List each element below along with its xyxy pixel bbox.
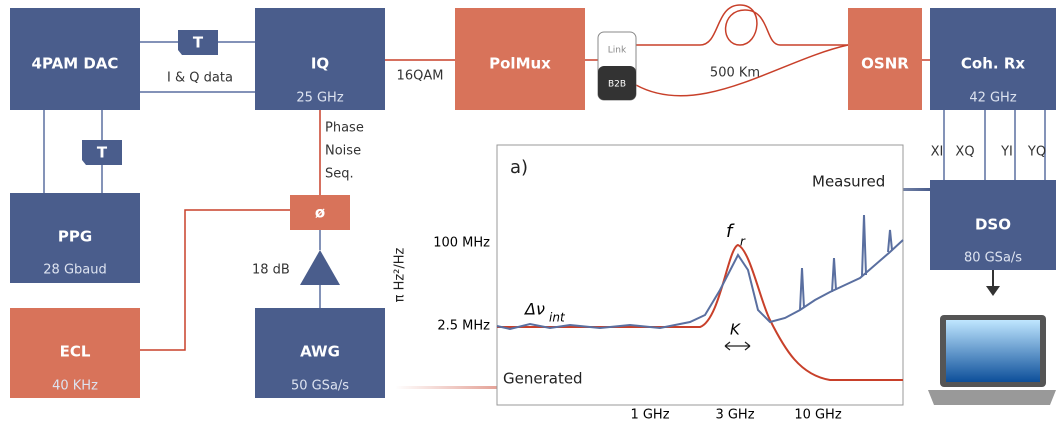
block-label: OSNR (861, 55, 909, 73)
switch-label: B2B (608, 80, 626, 90)
switch-label: Link (608, 46, 627, 56)
y-tick-label: 2.5 MHz (437, 319, 490, 334)
block-label: IQ (311, 55, 329, 73)
block-label: DSO (975, 216, 1011, 234)
blocks: 4PAM DAC IQ 25 GHz PolMux OSNR Coh. Rx 42 … (10, 8, 1056, 405)
plot: a) π Hz²/Hz 100 MHz 2.5 MHz 1 GHz 3 GHz … (393, 144, 904, 423)
block-sub: 42 GHz (969, 91, 1017, 106)
x-tick-label: 1 GHz (630, 408, 669, 423)
label: I & Q data (167, 71, 233, 86)
label: YQ (1027, 145, 1046, 160)
label: Noise (325, 144, 361, 159)
label: XI (931, 145, 944, 160)
block-sub: 50 GSa/s (291, 379, 349, 394)
x-tick-label: 10 GHz (794, 408, 842, 423)
block-label: AWG (300, 343, 340, 361)
block-label: PPG (58, 228, 92, 246)
legend-label: Generated (503, 370, 583, 388)
block-label: PolMux (489, 55, 551, 73)
label: 18 dB (252, 263, 290, 278)
block-label: T (97, 144, 108, 162)
label: 500 Km (710, 66, 760, 81)
block-label: Coh. Rx (961, 55, 1025, 73)
block-label: ø (315, 204, 325, 222)
label: Seq. (325, 167, 354, 182)
annotation: K (730, 321, 741, 339)
label: XQ (955, 145, 974, 160)
block-sub: 80 GSa/s (964, 251, 1022, 266)
label: 16QAM (397, 69, 444, 84)
y-axis-title: π Hz²/Hz (393, 247, 408, 302)
labels: I & Q data 16QAM 500 Km Phase Noise Seq.… (167, 66, 1046, 278)
block-sub: 28 Gbaud (43, 263, 106, 278)
block-sub: 25 GHz (296, 91, 344, 106)
annotation: Δν (523, 300, 545, 319)
label: YI (1000, 145, 1013, 160)
legend-label: Measured (812, 173, 885, 191)
block-label: 4PAM DAC (32, 55, 119, 73)
block-label: ECL (60, 343, 91, 361)
y-tick-label: 100 MHz (433, 236, 490, 251)
annotation: f (726, 221, 735, 242)
label: Phase (325, 121, 364, 136)
block-label: T (193, 34, 204, 52)
annotation: r (740, 235, 746, 249)
panel-label: a) (510, 157, 528, 178)
annotation: int (549, 311, 566, 325)
x-tick-label: 3 GHz (715, 408, 754, 423)
block-sub: 40 KHz (52, 379, 98, 394)
